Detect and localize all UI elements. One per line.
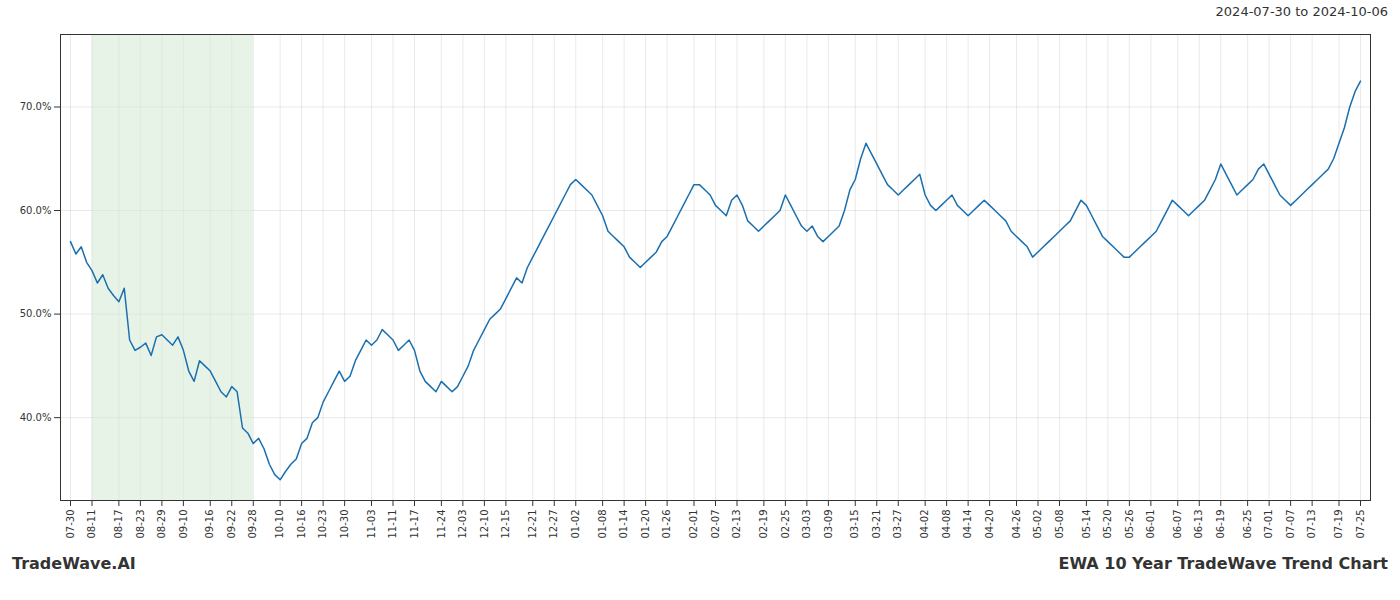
svg-text:60.0%: 60.0% — [20, 205, 52, 216]
svg-text:07-07: 07-07 — [1285, 510, 1296, 539]
svg-text:10-16: 10-16 — [296, 510, 307, 539]
svg-text:04-26: 04-26 — [1011, 510, 1022, 539]
svg-text:05-02: 05-02 — [1032, 510, 1043, 539]
svg-text:40.0%: 40.0% — [20, 412, 52, 423]
svg-text:05-14: 05-14 — [1081, 510, 1092, 539]
svg-text:01-20: 01-20 — [640, 510, 651, 539]
svg-text:03-21: 03-21 — [871, 510, 882, 539]
svg-text:12-15: 12-15 — [500, 510, 511, 539]
svg-text:10-30: 10-30 — [339, 510, 350, 539]
svg-text:11-11: 11-11 — [387, 510, 398, 539]
svg-text:04-20: 04-20 — [984, 510, 995, 539]
svg-text:10-10: 10-10 — [274, 510, 285, 539]
svg-text:03-09: 03-09 — [823, 510, 834, 539]
svg-text:11-03: 11-03 — [366, 510, 377, 539]
html-text:TradeWave.AI: TradeWave.AI — [12, 554, 136, 573]
svg-text:11-24: 11-24 — [436, 510, 447, 539]
svg-text:70.0%: 70.0% — [20, 101, 52, 112]
svg-text:08-17: 08-17 — [113, 510, 124, 539]
svg-text:01-02: 01-02 — [570, 510, 581, 539]
svg-text:03-15: 03-15 — [849, 510, 860, 539]
svg-text:05-26: 05-26 — [1124, 510, 1135, 539]
svg-text:12-10: 12-10 — [479, 510, 490, 539]
svg-text:04-08: 04-08 — [941, 510, 952, 539]
svg-text:09-28: 09-28 — [247, 510, 258, 539]
svg-text:08-29: 08-29 — [156, 510, 167, 539]
svg-text:02-19: 02-19 — [758, 510, 769, 539]
svg-text:03-03: 03-03 — [801, 510, 812, 539]
svg-text:12-03: 12-03 — [457, 510, 468, 539]
svg-text:50.0%: 50.0% — [20, 308, 52, 319]
svg-text:07-30: 07-30 — [65, 510, 76, 539]
svg-text:05-20: 05-20 — [1102, 510, 1113, 539]
html-text:EWA 10 Year TradeWave Trend Ch: EWA 10 Year TradeWave Trend Chart — [1058, 554, 1388, 573]
svg-text:07-25: 07-25 — [1355, 510, 1366, 539]
svg-text:02-01: 02-01 — [688, 510, 699, 539]
svg-text:12-27: 12-27 — [548, 510, 559, 539]
svg-text:06-07: 06-07 — [1172, 510, 1183, 539]
svg-text:08-11: 08-11 — [86, 510, 97, 539]
svg-text:03-27: 03-27 — [892, 510, 903, 539]
svg-text:01-14: 01-14 — [618, 510, 629, 539]
svg-text:02-13: 02-13 — [731, 510, 742, 539]
svg-text:06-25: 06-25 — [1242, 510, 1253, 539]
svg-text:09-16: 09-16 — [204, 510, 215, 539]
svg-text:09-10: 09-10 — [178, 510, 189, 539]
svg-text:09-22: 09-22 — [226, 510, 237, 539]
svg-text:04-02: 04-02 — [919, 510, 930, 539]
svg-text:08-23: 08-23 — [135, 510, 146, 539]
svg-text:07-13: 07-13 — [1306, 510, 1317, 539]
svg-text:10-23: 10-23 — [317, 510, 328, 539]
svg-text:02-07: 02-07 — [710, 510, 721, 539]
svg-text:02-25: 02-25 — [780, 510, 791, 539]
svg-text:06-19: 06-19 — [1215, 510, 1226, 539]
html-text:2024-07-30 to 2024-10-06: 2024-07-30 to 2024-10-06 — [1215, 4, 1388, 19]
svg-text:06-01: 06-01 — [1145, 510, 1156, 539]
svg-text:12-21: 12-21 — [527, 510, 538, 539]
svg-text:05-08: 05-08 — [1054, 510, 1065, 539]
svg-text:11-17: 11-17 — [409, 510, 420, 539]
svg-text:04-14: 04-14 — [962, 510, 973, 539]
svg-text:01-08: 01-08 — [597, 510, 608, 539]
svg-text:07-01: 07-01 — [1263, 510, 1274, 539]
svg-text:07-19: 07-19 — [1333, 510, 1344, 539]
svg-text:06-13: 06-13 — [1193, 510, 1204, 539]
svg-text:01-26: 01-26 — [661, 510, 672, 539]
